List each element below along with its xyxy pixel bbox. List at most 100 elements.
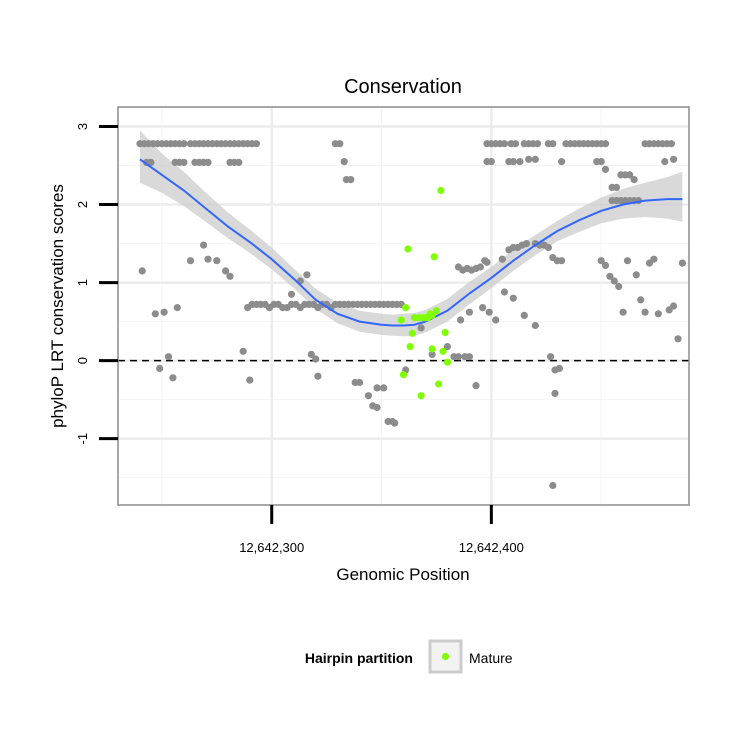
data-point-other bbox=[314, 372, 322, 380]
data-point-mature bbox=[437, 186, 445, 195]
data-point-other bbox=[252, 140, 260, 148]
confidence-ribbon bbox=[140, 130, 683, 337]
data-point-other bbox=[138, 267, 146, 275]
data-point-other bbox=[558, 257, 566, 265]
y-tick-label: -1 bbox=[75, 433, 90, 445]
plot-panel bbox=[117, 106, 690, 506]
data-point-other bbox=[472, 382, 480, 390]
data-point-mature bbox=[428, 345, 436, 353]
data-point-other bbox=[654, 310, 662, 318]
data-point-other bbox=[307, 350, 315, 358]
plot-border bbox=[117, 106, 690, 506]
data-point-other bbox=[522, 240, 531, 248]
data-point-other bbox=[610, 277, 618, 285]
data-point-other bbox=[428, 350, 436, 358]
data-point-other bbox=[336, 140, 344, 148]
data-point-mature bbox=[404, 245, 412, 253]
data-point-other bbox=[204, 255, 212, 263]
data-point-other bbox=[180, 140, 188, 148]
data-point-other bbox=[544, 243, 553, 252]
data-point-other bbox=[226, 272, 234, 280]
data-point-other bbox=[674, 335, 682, 343]
x-tick-label: 12,642,400 bbox=[459, 540, 524, 555]
data-point-other bbox=[164, 353, 173, 361]
data-point-other bbox=[156, 364, 164, 372]
data-point-other bbox=[626, 171, 634, 179]
data-point-other bbox=[213, 257, 221, 265]
data-point-other bbox=[169, 374, 177, 382]
data-point-mature bbox=[408, 329, 416, 337]
data-point-other bbox=[485, 308, 493, 316]
data-point-other bbox=[525, 155, 533, 163]
data-point-other bbox=[147, 158, 155, 166]
data-point-other bbox=[615, 282, 623, 291]
data-point-mature bbox=[435, 380, 443, 388]
data-point-other bbox=[373, 403, 381, 412]
data-point-other bbox=[312, 355, 320, 363]
data-point-other bbox=[558, 158, 566, 166]
data-point-mature bbox=[439, 347, 447, 355]
data-point-other bbox=[356, 378, 364, 387]
data-point-other bbox=[612, 183, 621, 191]
data-point-other bbox=[443, 343, 451, 351]
data-point-mature bbox=[417, 392, 425, 400]
x-axis: 12,642,300 12,642,400 bbox=[239, 505, 524, 555]
data-point-other bbox=[632, 271, 640, 279]
data-point-other bbox=[487, 158, 495, 166]
data-point-other bbox=[180, 158, 188, 166]
data-point-other bbox=[303, 271, 311, 279]
data-point-other bbox=[476, 263, 484, 271]
points-mature bbox=[397, 186, 451, 400]
chart-title: Conservation bbox=[344, 76, 462, 98]
data-point-other bbox=[465, 308, 473, 316]
data-point-other bbox=[516, 158, 524, 166]
data-point-other bbox=[340, 158, 348, 166]
data-point-other bbox=[601, 140, 610, 148]
data-point-other bbox=[601, 165, 610, 173]
data-point-other bbox=[200, 241, 208, 249]
data-point-other bbox=[186, 257, 195, 265]
legend-label-mature: Mature bbox=[469, 650, 513, 666]
data-point-other bbox=[235, 158, 243, 166]
data-point-other bbox=[492, 316, 500, 324]
data-point-other bbox=[391, 419, 399, 427]
data-point-other bbox=[531, 321, 539, 330]
y-tick-label: 3 bbox=[75, 123, 90, 130]
data-point-other bbox=[509, 294, 517, 302]
y-tick-label: 1 bbox=[75, 279, 90, 286]
data-point-other bbox=[555, 364, 564, 372]
data-point-other bbox=[483, 258, 491, 266]
data-point-other bbox=[531, 155, 539, 163]
legend-title: Hairpin partition bbox=[305, 650, 413, 666]
points-other bbox=[136, 140, 687, 490]
data-point-other bbox=[509, 158, 517, 166]
data-point-other bbox=[373, 384, 381, 392]
data-point-mature bbox=[402, 304, 410, 312]
data-point-other bbox=[347, 176, 355, 184]
data-point-mature bbox=[399, 371, 408, 379]
data-point-other bbox=[630, 176, 638, 184]
data-point-other bbox=[670, 302, 678, 310]
legend-key-box bbox=[428, 639, 463, 674]
data-point-other bbox=[549, 481, 557, 490]
data-point-other bbox=[364, 392, 372, 400]
data-point-other bbox=[465, 353, 473, 361]
data-point-mature bbox=[432, 307, 440, 315]
y-tick-label: 2 bbox=[75, 201, 90, 208]
data-point-other bbox=[498, 255, 506, 263]
data-point-other bbox=[678, 259, 687, 267]
data-point-other bbox=[380, 384, 388, 392]
data-point-other bbox=[667, 140, 676, 148]
data-point-other bbox=[641, 308, 649, 316]
data-point-mature bbox=[406, 343, 414, 351]
data-point-other bbox=[500, 288, 509, 296]
data-point-other bbox=[151, 310, 159, 318]
data-point-other bbox=[287, 290, 296, 298]
data-point-other bbox=[222, 267, 230, 275]
data-point-other bbox=[511, 140, 520, 148]
data-point-mature bbox=[441, 328, 449, 337]
data-point-other bbox=[479, 304, 487, 312]
data-point-other bbox=[520, 311, 528, 319]
smooth-trend-line bbox=[139, 158, 683, 327]
data-point-other bbox=[606, 272, 614, 280]
